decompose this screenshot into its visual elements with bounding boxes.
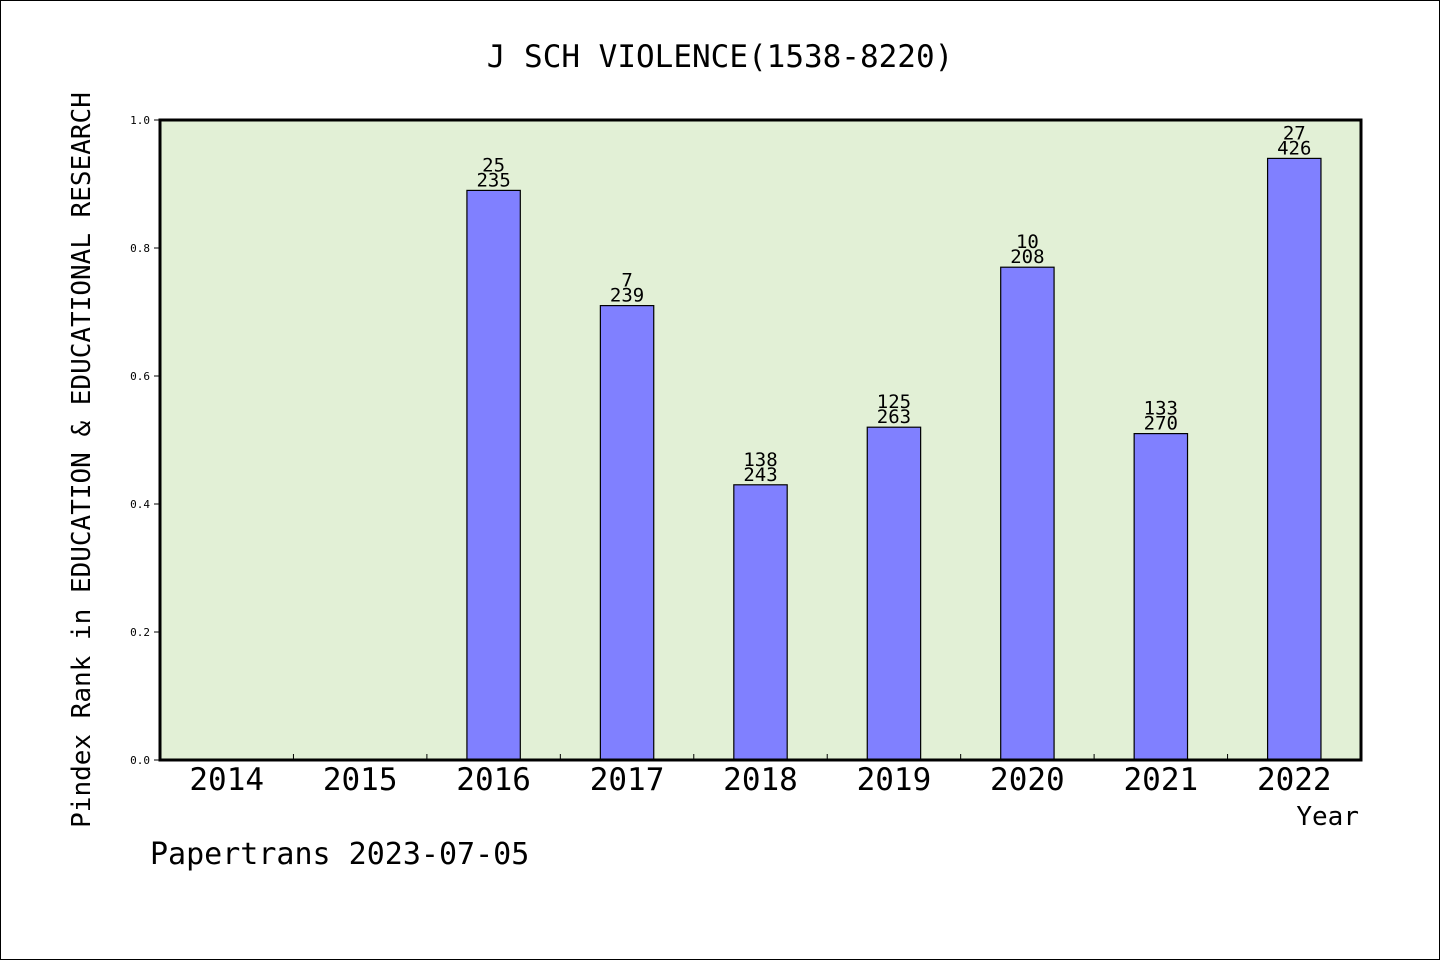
bar-label-top-2018: 138 [743, 449, 777, 471]
chart-title: J SCH VIOLENCE(1538-8220) [487, 39, 954, 75]
bar-2021 [1133, 433, 1189, 761]
y-tick-label-0.2: 0.2 [130, 626, 150, 639]
x-tick-label-2014: 2014 [189, 762, 264, 798]
x-tick-label-2015: 2015 [323, 762, 398, 798]
bar-label-bottom-2021: 270 [1144, 413, 1178, 435]
bar-label-top-2019: 125 [877, 391, 911, 413]
x-tick-label-2020: 2020 [990, 762, 1065, 798]
y-axis: 0.0 0.2 0.4 0.6 0.8 1.0 [130, 114, 160, 767]
y-tick-label-1.0: 1.0 [130, 114, 150, 127]
x-tick-label-2021: 2021 [1124, 762, 1199, 798]
y-tick-label-0.0: 0.0 [130, 754, 150, 767]
plot-border [158, 118, 1363, 762]
footer-credit: Papertrans 2023-07-05 [150, 837, 529, 872]
bar-label-top-2017: 7 [621, 270, 632, 292]
bar-2019 [866, 426, 922, 761]
bar-2016 [466, 189, 521, 761]
x-axis: 2014 2015 2016 2017 2018 2019 2020 2021 2022 [189, 754, 1332, 798]
bar-label-bottom-2016: 235 [476, 169, 510, 191]
bar-2020 [1000, 266, 1055, 761]
bar-label-top-2021: 133 [1144, 398, 1178, 420]
x-axis-label: Year [1296, 802, 1359, 832]
x-tick-label-2017: 2017 [590, 762, 665, 798]
bar-2018 [733, 484, 788, 761]
x-tick-label-2016: 2016 [456, 762, 531, 798]
bars-layer [466, 157, 1322, 761]
bar-label-top-2020: 10 [1016, 231, 1039, 253]
x-tick-label-2019: 2019 [857, 762, 932, 798]
bar-label-bottom-2019: 263 [877, 406, 911, 428]
y-tick-label-0.6: 0.6 [130, 370, 150, 383]
bar-2017 [599, 305, 655, 761]
bar-label-bottom-2020: 208 [1010, 246, 1044, 268]
y-tick-label-0.8: 0.8 [130, 242, 150, 255]
bar-label-top-2016: 25 [482, 154, 505, 176]
bar-label-top-2022: 27 [1283, 122, 1306, 144]
y-tick-label-0.4: 0.4 [130, 498, 150, 511]
bar-label-bottom-2018: 243 [743, 464, 777, 486]
bar-label-bottom-2022: 426 [1277, 137, 1311, 159]
x-tick-label-2022: 2022 [1257, 762, 1332, 798]
bar-2022 [1266, 157, 1322, 761]
x-tick-label-2018: 2018 [723, 762, 798, 798]
y-axis-label: Pindex Rank in EDUCATION & EDUCATIONAL R… [67, 92, 97, 828]
bar-label-bottom-2017: 239 [610, 285, 644, 307]
